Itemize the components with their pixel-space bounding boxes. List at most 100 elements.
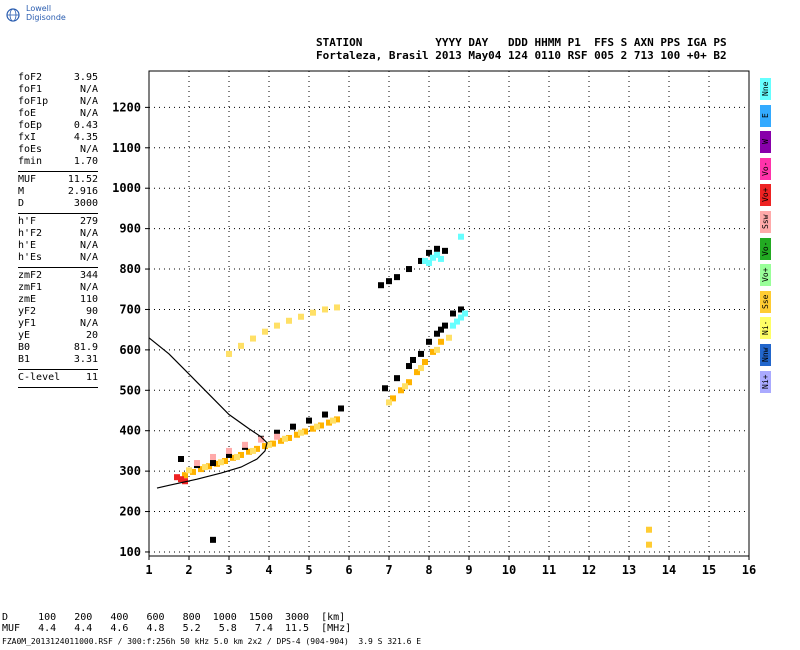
header-row-labels: STATION YYYY DAY DDD HHMM P1 FFS S AXN P… (316, 36, 727, 49)
echo-point (646, 526, 652, 533)
param-key: C-level (18, 372, 61, 383)
echo-point (218, 459, 224, 466)
y-tick-label: 1100 (112, 141, 141, 155)
echo-point (430, 348, 436, 355)
param-row: zmF2 344 (18, 270, 98, 282)
param-value: N/A (79, 240, 98, 251)
param-row: B1 3.31 (18, 354, 98, 366)
echo-point (294, 431, 300, 438)
echo-point (314, 423, 320, 430)
x-tick-label: 3 (225, 563, 232, 577)
param-key: h'E (18, 240, 37, 251)
echo-point (214, 460, 220, 467)
param-row: h'F 279 (18, 216, 98, 228)
polarization-tag: Ssw (760, 211, 771, 233)
polarization-label: Nne (761, 81, 770, 97)
echo-point (210, 536, 216, 543)
echo-point (222, 458, 228, 465)
param-row: MUF 11.52 (18, 174, 98, 186)
param-separator (18, 369, 98, 370)
echo-point (234, 453, 240, 460)
echo-point (238, 451, 244, 458)
echo-point (258, 436, 264, 443)
echo-point (266, 441, 272, 448)
profile-curve (148, 337, 268, 489)
scaled-parameters-panel: foF2 3.95 foF1 N/A foF1p N/A foE N/A foEp 0.43 fxI… (18, 72, 98, 390)
echo-point (310, 309, 316, 316)
polarization-label: E (761, 113, 770, 119)
param-row: h'Es N/A (18, 252, 98, 264)
param-value: 1.70 (73, 156, 98, 167)
param-row: zmF1 N/A (18, 282, 98, 294)
x-tick-label: 8 (425, 563, 432, 577)
echo-point (302, 428, 308, 435)
echo-point (454, 318, 460, 325)
y-tick-label: 800 (119, 262, 141, 276)
echo-point (270, 440, 276, 447)
echo-point (430, 254, 436, 261)
param-value: N/A (79, 96, 98, 107)
echo-point (230, 454, 236, 461)
echo-point (306, 417, 312, 424)
echo-point (450, 322, 456, 329)
y-tick-label: 100 (119, 545, 141, 559)
param-row: h'E N/A (18, 240, 98, 252)
param-key: fxI (18, 132, 37, 143)
param-row: h'F2 N/A (18, 228, 98, 240)
polarization-tag: W (760, 131, 771, 154)
echo-point (174, 474, 180, 481)
echo-point (274, 433, 280, 440)
echo-point (406, 363, 412, 370)
echo-point (198, 466, 204, 473)
param-value: 3.31 (73, 354, 98, 365)
param-separator (18, 171, 98, 172)
echo-point (438, 255, 444, 262)
echo-point (646, 541, 652, 548)
param-key: h'F2 (18, 228, 43, 239)
param-row: fmin 1.70 (18, 156, 98, 168)
param-row: foEs N/A (18, 144, 98, 156)
echo-point (394, 375, 400, 382)
polarization-label: Vo+ (761, 188, 770, 203)
param-key: fmin (18, 156, 43, 167)
echo-point (330, 417, 336, 424)
echo-point (282, 435, 288, 442)
param-value: N/A (79, 84, 98, 95)
param-separator (18, 213, 98, 214)
echo-point (206, 463, 212, 470)
param-value: 90 (85, 306, 98, 317)
echo-point (334, 304, 340, 311)
param-value: 0.43 (73, 120, 98, 131)
echo-point (426, 249, 432, 256)
echo-point (394, 274, 400, 281)
param-row: B0 81.9 (18, 342, 98, 354)
plot-frame (148, 70, 750, 557)
polarization-tag: E (760, 104, 771, 127)
echo-point (238, 342, 244, 349)
param-value: 11.52 (67, 174, 98, 185)
param-value: N/A (79, 318, 98, 329)
echo-point (262, 328, 268, 335)
echo-point (286, 317, 292, 324)
param-value: N/A (79, 252, 98, 263)
x-tick-label: 1 (145, 563, 152, 577)
echo-point (290, 423, 296, 430)
param-row: yF1 N/A (18, 318, 98, 330)
polarization-tag: Nne (760, 78, 771, 100)
echo-point (338, 405, 344, 412)
polarization-tag: Vo+ (760, 184, 771, 207)
param-row: foF2 3.95 (18, 72, 98, 84)
echo-point (434, 346, 440, 353)
echo-point (414, 369, 420, 376)
y-tick-label: 900 (119, 222, 141, 236)
echo-point (226, 447, 232, 454)
echo-point (462, 310, 468, 317)
x-tick-label: 12 (582, 563, 596, 577)
param-row: D 3000 (18, 198, 98, 210)
echo-point (262, 443, 268, 450)
echo-point (426, 338, 432, 345)
echo-point (298, 313, 304, 320)
x-tick-label: 5 (305, 563, 312, 577)
x-tick-label: 2 (185, 563, 192, 577)
